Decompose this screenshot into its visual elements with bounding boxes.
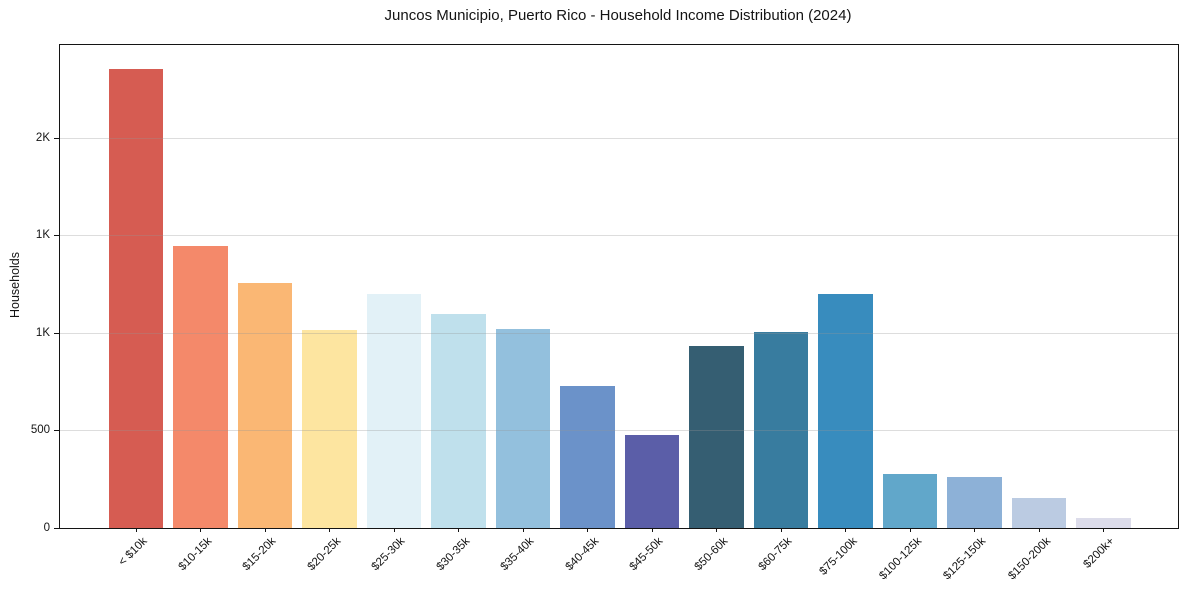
chart-title: Juncos Municipio, Puerto Rico - Househol…	[384, 7, 852, 24]
grid-line	[60, 430, 1178, 432]
bar	[366, 293, 422, 528]
x-tick-mark	[587, 528, 588, 532]
bar	[818, 294, 873, 528]
x-tick-label: $200k+	[1081, 535, 1118, 571]
x-tick-mark	[393, 528, 395, 532]
bar	[560, 386, 615, 528]
bar	[753, 331, 809, 528]
grid-line	[60, 235, 1178, 237]
plot-area: 0 500 1K 1K 2K < $10k $10-15k $15-20k $20-25k $25…	[31, 44, 1179, 582]
grid-line	[60, 332, 1178, 334]
bar	[108, 69, 164, 528]
x-tick-label: $15-20k	[240, 535, 279, 574]
x-tick-mark	[329, 528, 330, 532]
x-tick-mark	[716, 528, 717, 532]
x-tick-label: $125-150k	[941, 535, 989, 583]
x-tick-mark	[458, 528, 459, 532]
bar	[624, 435, 680, 528]
bar	[495, 329, 551, 528]
bar	[302, 329, 357, 528]
x-tick-mark	[1038, 528, 1040, 532]
bar	[882, 473, 938, 528]
y-tick-label: 2K	[35, 131, 50, 144]
y-tick-label: 500	[30, 424, 50, 437]
x-tick-label: $30-35k	[434, 535, 473, 574]
bar	[173, 245, 228, 528]
x-tick-mark	[264, 528, 266, 532]
y-tick-label: 1K	[35, 229, 50, 242]
x-tick-label: $75-100k	[816, 535, 860, 578]
x-tick-mark	[135, 528, 137, 532]
x-tick-label: $20-25k	[305, 535, 344, 574]
y-tick-mark	[54, 332, 59, 334]
y-tick-label: 0	[43, 521, 50, 534]
x-tick-label: $40-45k	[563, 535, 602, 574]
y-tick-mark	[54, 430, 59, 432]
bar	[689, 346, 744, 528]
x-tick-label: < $10k	[116, 535, 150, 569]
x-tick-label: $50-60k	[692, 535, 731, 574]
x-tick-label: $60-75k	[756, 535, 795, 574]
x-tick-mark	[909, 528, 911, 532]
x-tick-mark	[1103, 528, 1104, 532]
x-tick-label: $150-200k	[1005, 535, 1053, 583]
x-tick-mark	[845, 528, 846, 532]
y-tick-label: 1K	[35, 326, 50, 339]
y-tick-mark	[54, 527, 59, 529]
x-tick-label: $100-125k	[876, 535, 924, 583]
bar	[1076, 518, 1131, 528]
y-tick-mark	[54, 235, 59, 237]
grid-line	[60, 137, 1178, 139]
bar	[431, 313, 486, 528]
x-tick-label: $25-30k	[369, 535, 408, 574]
bar	[947, 476, 1002, 528]
x-tick-label: $35-40k	[498, 535, 537, 574]
y-axis-label: Households	[8, 251, 22, 319]
x-tick-mark	[651, 528, 653, 532]
x-tick-label: $45-50k	[627, 535, 666, 574]
x-tick-mark	[200, 528, 201, 532]
x-tick-mark	[522, 528, 524, 532]
bar	[1011, 497, 1067, 528]
x-tick-label: $10-15k	[176, 535, 215, 574]
x-tick-mark	[780, 528, 782, 532]
y-tick-mark	[54, 137, 59, 139]
x-tick-mark	[974, 528, 975, 532]
bar	[237, 282, 293, 528]
